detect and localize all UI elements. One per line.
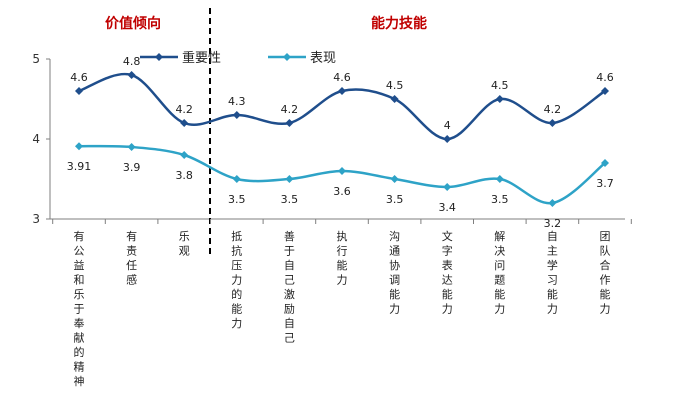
- data-labels: 4.6 4.8 4.2 4.3 4.2 4.6 4.5 4 4.5 4.2 4.6 3.91 3.9 3.…: [67, 55, 614, 230]
- group-label-values: 价值倾向: [105, 15, 161, 32]
- data-point-performance: [601, 159, 609, 167]
- data-point-importance: [601, 87, 609, 95]
- legend-item-performance: 表现: [268, 51, 336, 66]
- data-point-performance: [495, 175, 504, 183]
- data-label-performance: 3.5: [228, 193, 246, 206]
- y-ticks: 3 4 5: [32, 52, 50, 226]
- data-label-performance: 3.2: [544, 217, 562, 230]
- data-point-importance: [443, 135, 452, 143]
- x-category-label: 有责任感: [126, 229, 137, 287]
- legend: 重要性 表现: [140, 50, 336, 66]
- legend-item-importance: 重要性: [140, 50, 221, 66]
- data-label-performance: 3.4: [438, 201, 456, 214]
- data-label-importance: 4.5: [386, 79, 404, 92]
- x-categories: 有公益和乐于奉献的精神 有责任感 乐观 抵抗压力的能力 善于自己激励自己 执行能力 沟通协调…: [52, 219, 632, 388]
- data-point-importance: [180, 119, 189, 127]
- x-category-label: 执行能力: [337, 229, 348, 287]
- legend-marker-importance: [155, 53, 163, 61]
- data-label-importance: 4.8: [123, 55, 141, 68]
- data-point-performance: [390, 175, 399, 183]
- data-label-performance: 3.7: [596, 177, 614, 190]
- data-point-importance: [127, 71, 136, 79]
- data-label-importance: 4.2: [281, 103, 299, 116]
- data-point-importance: [548, 119, 557, 127]
- data-label-importance: 4.2: [544, 103, 562, 116]
- x-category-label: 文字表达能力: [442, 229, 453, 316]
- x-category-label: 抵抗压力的能力: [231, 229, 242, 330]
- x-category-label: 自主学习能力: [547, 230, 558, 316]
- legend-label-importance: 重要性: [182, 50, 221, 66]
- data-label-importance: 4.5: [491, 79, 509, 92]
- data-label-importance: 4.6: [596, 71, 614, 84]
- x-category-label: 善于自己激励自己: [284, 229, 295, 345]
- x-category-label: 解决问题能力: [494, 229, 505, 316]
- legend-label-performance: 表现: [310, 51, 336, 66]
- data-point-importance: [285, 119, 294, 127]
- data-label-importance: 4.3: [228, 95, 246, 108]
- data-label-importance: 4: [444, 119, 451, 132]
- data-point-performance: [232, 175, 241, 183]
- data-label-importance: 4.6: [333, 71, 351, 84]
- data-label-importance: 4.6: [70, 71, 88, 84]
- x-category-label: 有公益和乐于奉献的精神: [74, 229, 85, 388]
- series: [75, 71, 609, 207]
- data-label-performance: 3.5: [281, 193, 299, 206]
- data-point-performance: [75, 142, 83, 151]
- group-label-skills: 能力技能: [371, 15, 427, 32]
- data-point-performance: [548, 199, 557, 207]
- data-point-performance: [285, 175, 294, 183]
- data-point-performance: [127, 143, 136, 151]
- y-tick-label: 4: [32, 132, 40, 146]
- data-label-performance: 3.9: [123, 161, 141, 174]
- data-point-performance: [338, 167, 346, 175]
- x-category-label: 乐观: [179, 230, 190, 258]
- x-category-label: 团队合作能力: [600, 230, 611, 316]
- data-point-importance: [75, 87, 83, 95]
- data-label-performance: 3.8: [175, 169, 193, 182]
- y-tick-label: 5: [32, 52, 40, 66]
- data-point-performance: [180, 151, 189, 159]
- data-point-performance: [443, 183, 452, 191]
- data-label-importance: 4.2: [175, 103, 193, 116]
- data-label-performance: 3.91: [67, 160, 92, 173]
- y-tick-label: 3: [32, 212, 40, 226]
- x-category-label: 沟通协调能力: [389, 230, 400, 316]
- data-point-importance: [338, 87, 346, 95]
- data-label-performance: 3.5: [386, 193, 404, 206]
- legend-marker-performance: [283, 53, 291, 61]
- data-point-importance: [390, 95, 399, 103]
- data-point-importance: [232, 111, 241, 119]
- data-point-importance: [495, 95, 504, 103]
- data-label-performance: 3.6: [333, 185, 351, 198]
- data-label-performance: 3.5: [491, 193, 509, 206]
